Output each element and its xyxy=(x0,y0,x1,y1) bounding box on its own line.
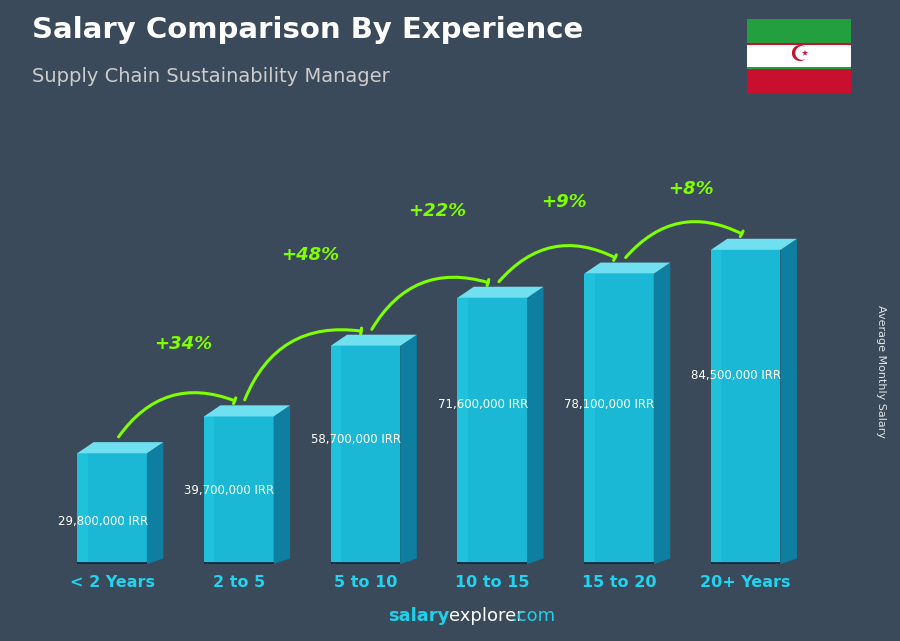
Polygon shape xyxy=(457,298,527,564)
Polygon shape xyxy=(711,238,797,250)
Text: 71,600,000 IRR: 71,600,000 IRR xyxy=(437,398,528,411)
Polygon shape xyxy=(584,263,670,274)
Polygon shape xyxy=(77,453,147,564)
Polygon shape xyxy=(204,417,274,564)
Polygon shape xyxy=(780,238,797,564)
Text: ☪: ☪ xyxy=(788,46,809,65)
Polygon shape xyxy=(457,287,544,298)
Polygon shape xyxy=(711,250,721,564)
Polygon shape xyxy=(711,250,780,564)
Polygon shape xyxy=(653,263,670,564)
Polygon shape xyxy=(330,562,400,564)
Bar xyxy=(747,69,850,93)
Text: +9%: +9% xyxy=(541,192,587,210)
Polygon shape xyxy=(204,417,214,564)
Polygon shape xyxy=(147,442,164,564)
Polygon shape xyxy=(584,274,595,564)
Text: +22%: +22% xyxy=(408,202,466,220)
Polygon shape xyxy=(584,274,653,564)
Polygon shape xyxy=(584,562,653,564)
Polygon shape xyxy=(204,562,274,564)
Text: 78,100,000 IRR: 78,100,000 IRR xyxy=(564,398,654,411)
Text: .com: .com xyxy=(511,607,555,625)
Text: 29,800,000 IRR: 29,800,000 IRR xyxy=(58,515,148,528)
Text: Supply Chain Sustainability Manager: Supply Chain Sustainability Manager xyxy=(32,67,389,87)
Polygon shape xyxy=(77,442,164,453)
Text: Average Monthly Salary: Average Monthly Salary xyxy=(877,305,886,438)
Polygon shape xyxy=(330,346,341,564)
Bar xyxy=(747,44,850,69)
Polygon shape xyxy=(457,562,527,564)
Polygon shape xyxy=(77,453,87,564)
Polygon shape xyxy=(457,298,468,564)
Text: +34%: +34% xyxy=(155,335,212,353)
Text: Salary Comparison By Experience: Salary Comparison By Experience xyxy=(32,16,583,44)
Text: 84,500,000 IRR: 84,500,000 IRR xyxy=(691,369,781,382)
Text: 39,700,000 IRR: 39,700,000 IRR xyxy=(184,484,274,497)
Polygon shape xyxy=(204,405,290,417)
Polygon shape xyxy=(330,335,417,346)
Polygon shape xyxy=(711,562,780,564)
Text: explorer: explorer xyxy=(449,607,524,625)
Polygon shape xyxy=(330,346,400,564)
Text: salary: salary xyxy=(388,607,449,625)
Polygon shape xyxy=(527,287,544,564)
Text: +8%: +8% xyxy=(668,180,714,198)
Polygon shape xyxy=(400,335,417,564)
Text: 58,700,000 IRR: 58,700,000 IRR xyxy=(311,433,401,446)
Polygon shape xyxy=(77,562,147,564)
Text: +48%: +48% xyxy=(282,246,339,264)
Polygon shape xyxy=(274,405,290,564)
Bar xyxy=(747,19,850,44)
